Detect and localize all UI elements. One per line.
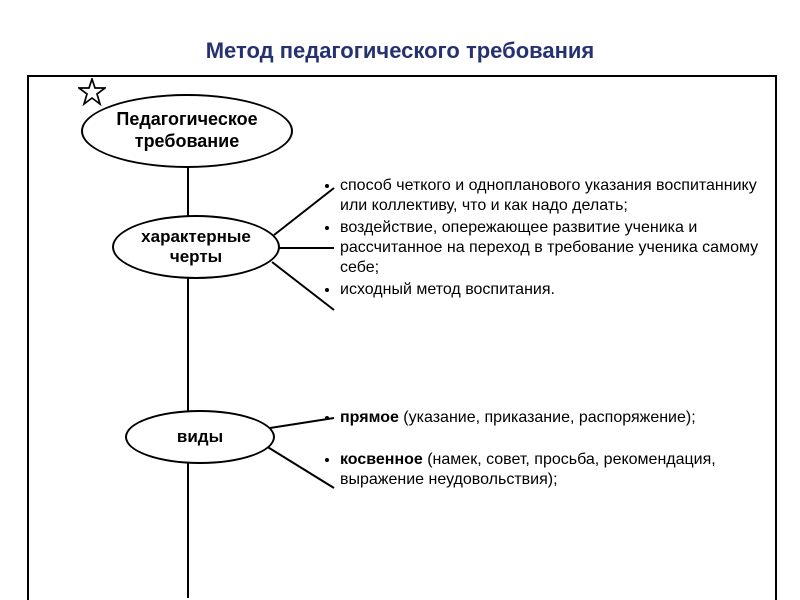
node-root: Педагогическоетребование <box>81 94 293 168</box>
node-traits: характерныечерты <box>112 215 280 279</box>
bullet-item: косвенное (намек, совет, просьба, рекоме… <box>340 450 760 490</box>
node-label: характерныечерты <box>135 227 257 268</box>
node-label: Педагогическоетребование <box>110 109 263 152</box>
bullets-traits: способ четкого и однопланового указания … <box>320 176 760 302</box>
bullet-item: исходный метод воспитания. <box>340 280 760 300</box>
node-types: виды <box>125 410 275 464</box>
bullet-item: способ четкого и однопланового указания … <box>340 176 760 216</box>
bullets-types: прямое (указание, приказание, распоряжен… <box>320 408 760 492</box>
star-icon <box>78 78 106 111</box>
node-label: виды <box>171 427 229 447</box>
bullet-item: прямое (указание, приказание, распоряжен… <box>340 408 760 428</box>
slide: Метод педагогического требования Педагог… <box>0 0 800 600</box>
bullet-item: воздействие, опережающее развитие ученик… <box>340 218 760 278</box>
slide-title: Метод педагогического требования <box>0 38 800 64</box>
